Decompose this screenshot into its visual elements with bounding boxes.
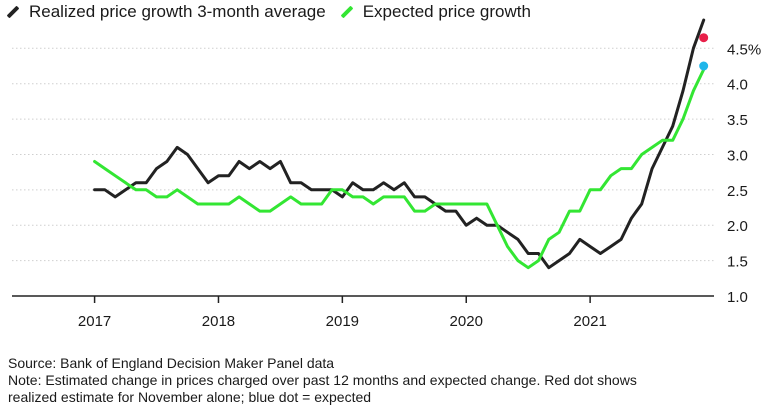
legend-item-expected: Expected price growth — [340, 2, 531, 22]
realized-price-growth-line — [93, 18, 706, 270]
y-tick-label: 2.0 — [727, 218, 748, 235]
y-tick-label: 4.0 — [727, 77, 748, 94]
y-tick-label: 4.5% — [727, 41, 761, 58]
note-text-line-2: realized estimate for November alone; bl… — [8, 389, 372, 405]
y-tick-label: 1.5 — [727, 254, 748, 271]
legend-item-realized: Realized price growth 3-month average — [6, 2, 326, 22]
red-dot-realized-november — [699, 33, 709, 43]
x-tick-label: 2018 — [202, 313, 235, 330]
blue-dot-expected-november — [699, 61, 709, 71]
chart-legend: Realized price growth 3-month average Ex… — [6, 0, 545, 24]
source-text: Source: Bank of England Decision Maker P… — [8, 355, 335, 371]
y-tick-label: 2.5 — [727, 183, 748, 200]
legend-label-realized: Realized price growth 3-month average — [29, 2, 326, 21]
y-tick-label: 3.5 — [727, 112, 748, 129]
legend-label-expected: Expected price growth — [362, 2, 531, 21]
x-tick-label: 2021 — [573, 313, 606, 330]
y-tick-label: 1.0 — [727, 289, 748, 306]
note-text-line-1: Note: Estimated change in prices charged… — [8, 372, 637, 388]
x-tick-label: 2020 — [450, 313, 483, 330]
y-tick-label: 3.0 — [727, 147, 748, 164]
line-chart: 1.0 1.5 2.0 2.5 3.0 3.5 4.0 4.5% 2017 2018 2019 202… — [12, 18, 761, 330]
x-tick-label: 2019 — [326, 313, 359, 330]
x-tick-label: 2017 — [78, 313, 111, 330]
chart-notes: Source: Bank of England Decision Maker P… — [8, 355, 778, 406]
expected-price-growth-line — [93, 68, 706, 270]
